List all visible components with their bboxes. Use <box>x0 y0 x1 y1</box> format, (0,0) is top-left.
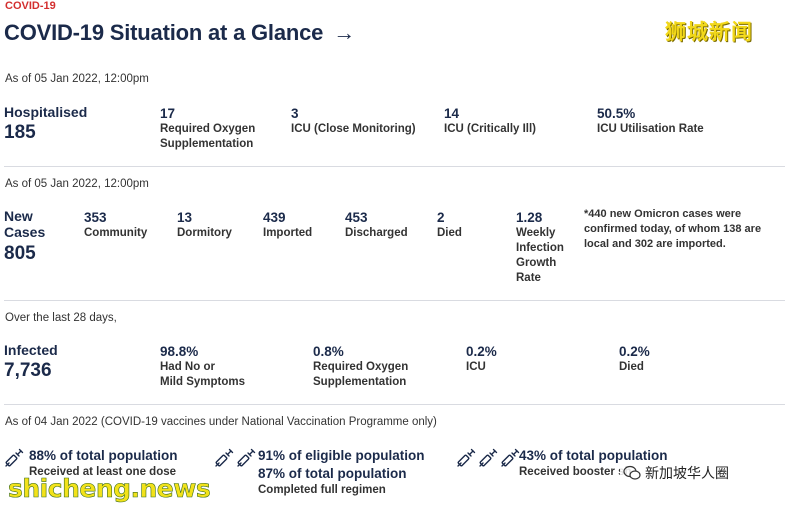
stat-label: Dormitory <box>177 227 232 239</box>
wechat-icon <box>623 465 641 480</box>
new-cases-label: New Cases <box>4 208 45 240</box>
infected-asof: Over the last 28 days, <box>5 312 117 324</box>
stat-label: Supplementation <box>160 138 254 150</box>
stat-label: Community <box>84 227 148 239</box>
stat-label: ICU (Close Monitoring) <box>291 123 416 135</box>
new-cases-asof: As of 05 Jan 2022, 12:00pm <box>5 178 149 190</box>
vax-value: 91% of eligible population <box>258 448 425 463</box>
vax-label: Received at least one dose <box>29 466 177 478</box>
syringe-icon <box>500 448 520 468</box>
stat-label: Died <box>437 227 462 239</box>
stat-community: 353 Community <box>84 209 147 241</box>
stat-value: 453 <box>345 210 368 225</box>
syringe-icon <box>236 448 256 468</box>
stat-value: 0.8% <box>313 344 344 359</box>
stat-label: ICU Utilisation Rate <box>597 123 704 135</box>
vax-label: Received booster sh <box>519 466 632 478</box>
stat-value: 98.8% <box>160 344 199 359</box>
stat-label: Growth <box>516 257 557 269</box>
stat-label: Infection <box>516 242 564 254</box>
stat-label: Rate <box>516 272 541 284</box>
vaccination-asof: As of 04 Jan 2022 (COVID-19 vaccines und… <box>5 416 437 428</box>
vax-value: 43% of total population <box>519 448 668 463</box>
omicron-note: *440 new Omicron cases were confirmed to… <box>584 208 762 250</box>
stat-value: 1.28 <box>516 210 543 225</box>
stat-oxygen-supplementation: 0.8% Required Oxygen Supplementation <box>313 343 408 390</box>
stat-value: 353 <box>84 210 107 225</box>
divider <box>4 404 785 405</box>
page-title[interactable]: COVID-19 Situation at a Glance → <box>4 20 355 46</box>
stat-label: Supplementation <box>313 376 407 388</box>
syringe-icon <box>4 448 24 468</box>
new-cases-label-line1: New <box>4 208 33 224</box>
stat-value: 2 <box>437 210 445 225</box>
syringe-icon <box>478 448 498 468</box>
stat-value: 0.2% <box>466 344 497 359</box>
divider <box>4 166 785 167</box>
vax-value-secondary: 87% of total population <box>258 466 407 481</box>
stat-died: 2 Died <box>437 209 462 241</box>
stat-label: Mild Symptoms <box>160 376 245 388</box>
stat-value: 13 <box>177 210 193 225</box>
infected-label: Infected <box>4 342 58 358</box>
stat-imported: 439 Imported <box>263 209 312 241</box>
section-tag: COVID-19 <box>5 0 56 12</box>
watermark-top: 狮城新闻 <box>665 20 753 44</box>
stat-icu-critically-ill: 14 ICU (Critically Ill) <box>444 105 536 137</box>
stat-value: 3 <box>291 106 299 121</box>
hospitalised-total: 185 <box>4 122 36 143</box>
stat-dormitory: 13 Dormitory <box>177 209 232 241</box>
stat-label: ICU (Critically Ill) <box>444 123 537 135</box>
stat-required-oxygen: 17 Required Oxygen Supplementation <box>160 105 255 152</box>
stat-label: Discharged <box>345 227 408 239</box>
stat-label: Had No or <box>160 361 215 373</box>
hospitalised-asof: As of 05 Jan 2022, 12:00pm <box>5 73 149 85</box>
stat-value: 439 <box>263 210 286 225</box>
stat-icu: 0.2% ICU <box>466 343 497 375</box>
stat-label: ICU <box>466 361 486 373</box>
watermark-wechat-text: 新加坡华人圈 <box>645 466 729 482</box>
stat-died-28days: 0.2% Died <box>619 343 650 375</box>
arrow-right-icon[interactable]: → <box>333 20 356 45</box>
vax-value: 88% of total population <box>29 448 178 463</box>
syringe-icon <box>456 448 476 468</box>
stat-weekly-growth-rate: 1.28 Weekly Infection Growth Rate <box>516 209 564 286</box>
new-cases-label-line2: Cases <box>4 224 46 240</box>
stat-icu-close-monitoring: 3 ICU (Close Monitoring) <box>291 105 416 137</box>
new-cases-total: 805 <box>4 243 36 264</box>
hospitalised-label: Hospitalised <box>4 104 88 120</box>
stat-label: Imported <box>263 227 313 239</box>
watermark-wechat: 新加坡华人圈 <box>620 462 732 484</box>
stat-value: 50.5% <box>597 106 636 121</box>
watermark-bottom: shicheng.news <box>8 474 211 504</box>
stat-discharged: 453 Discharged <box>345 209 408 241</box>
stat-value: 0.2% <box>619 344 650 359</box>
syringe-icon <box>214 448 234 468</box>
stat-value: 17 <box>160 106 176 121</box>
vax-label: Completed full regimen <box>258 484 386 496</box>
divider <box>4 300 785 301</box>
stat-label: Died <box>619 361 644 373</box>
stat-label: Required Oxygen <box>313 361 409 373</box>
infected-total: 7,736 <box>4 360 52 381</box>
page-title-text: COVID-19 Situation at a Glance <box>4 20 324 45</box>
stat-icu-utilisation: 50.5% ICU Utilisation Rate <box>597 105 704 137</box>
stat-label: Required Oxygen <box>160 123 256 135</box>
stat-mild-symptoms: 98.8% Had No or Mild Symptoms <box>160 343 245 390</box>
stat-value: 14 <box>444 106 460 121</box>
stat-label: Weekly <box>516 227 556 239</box>
